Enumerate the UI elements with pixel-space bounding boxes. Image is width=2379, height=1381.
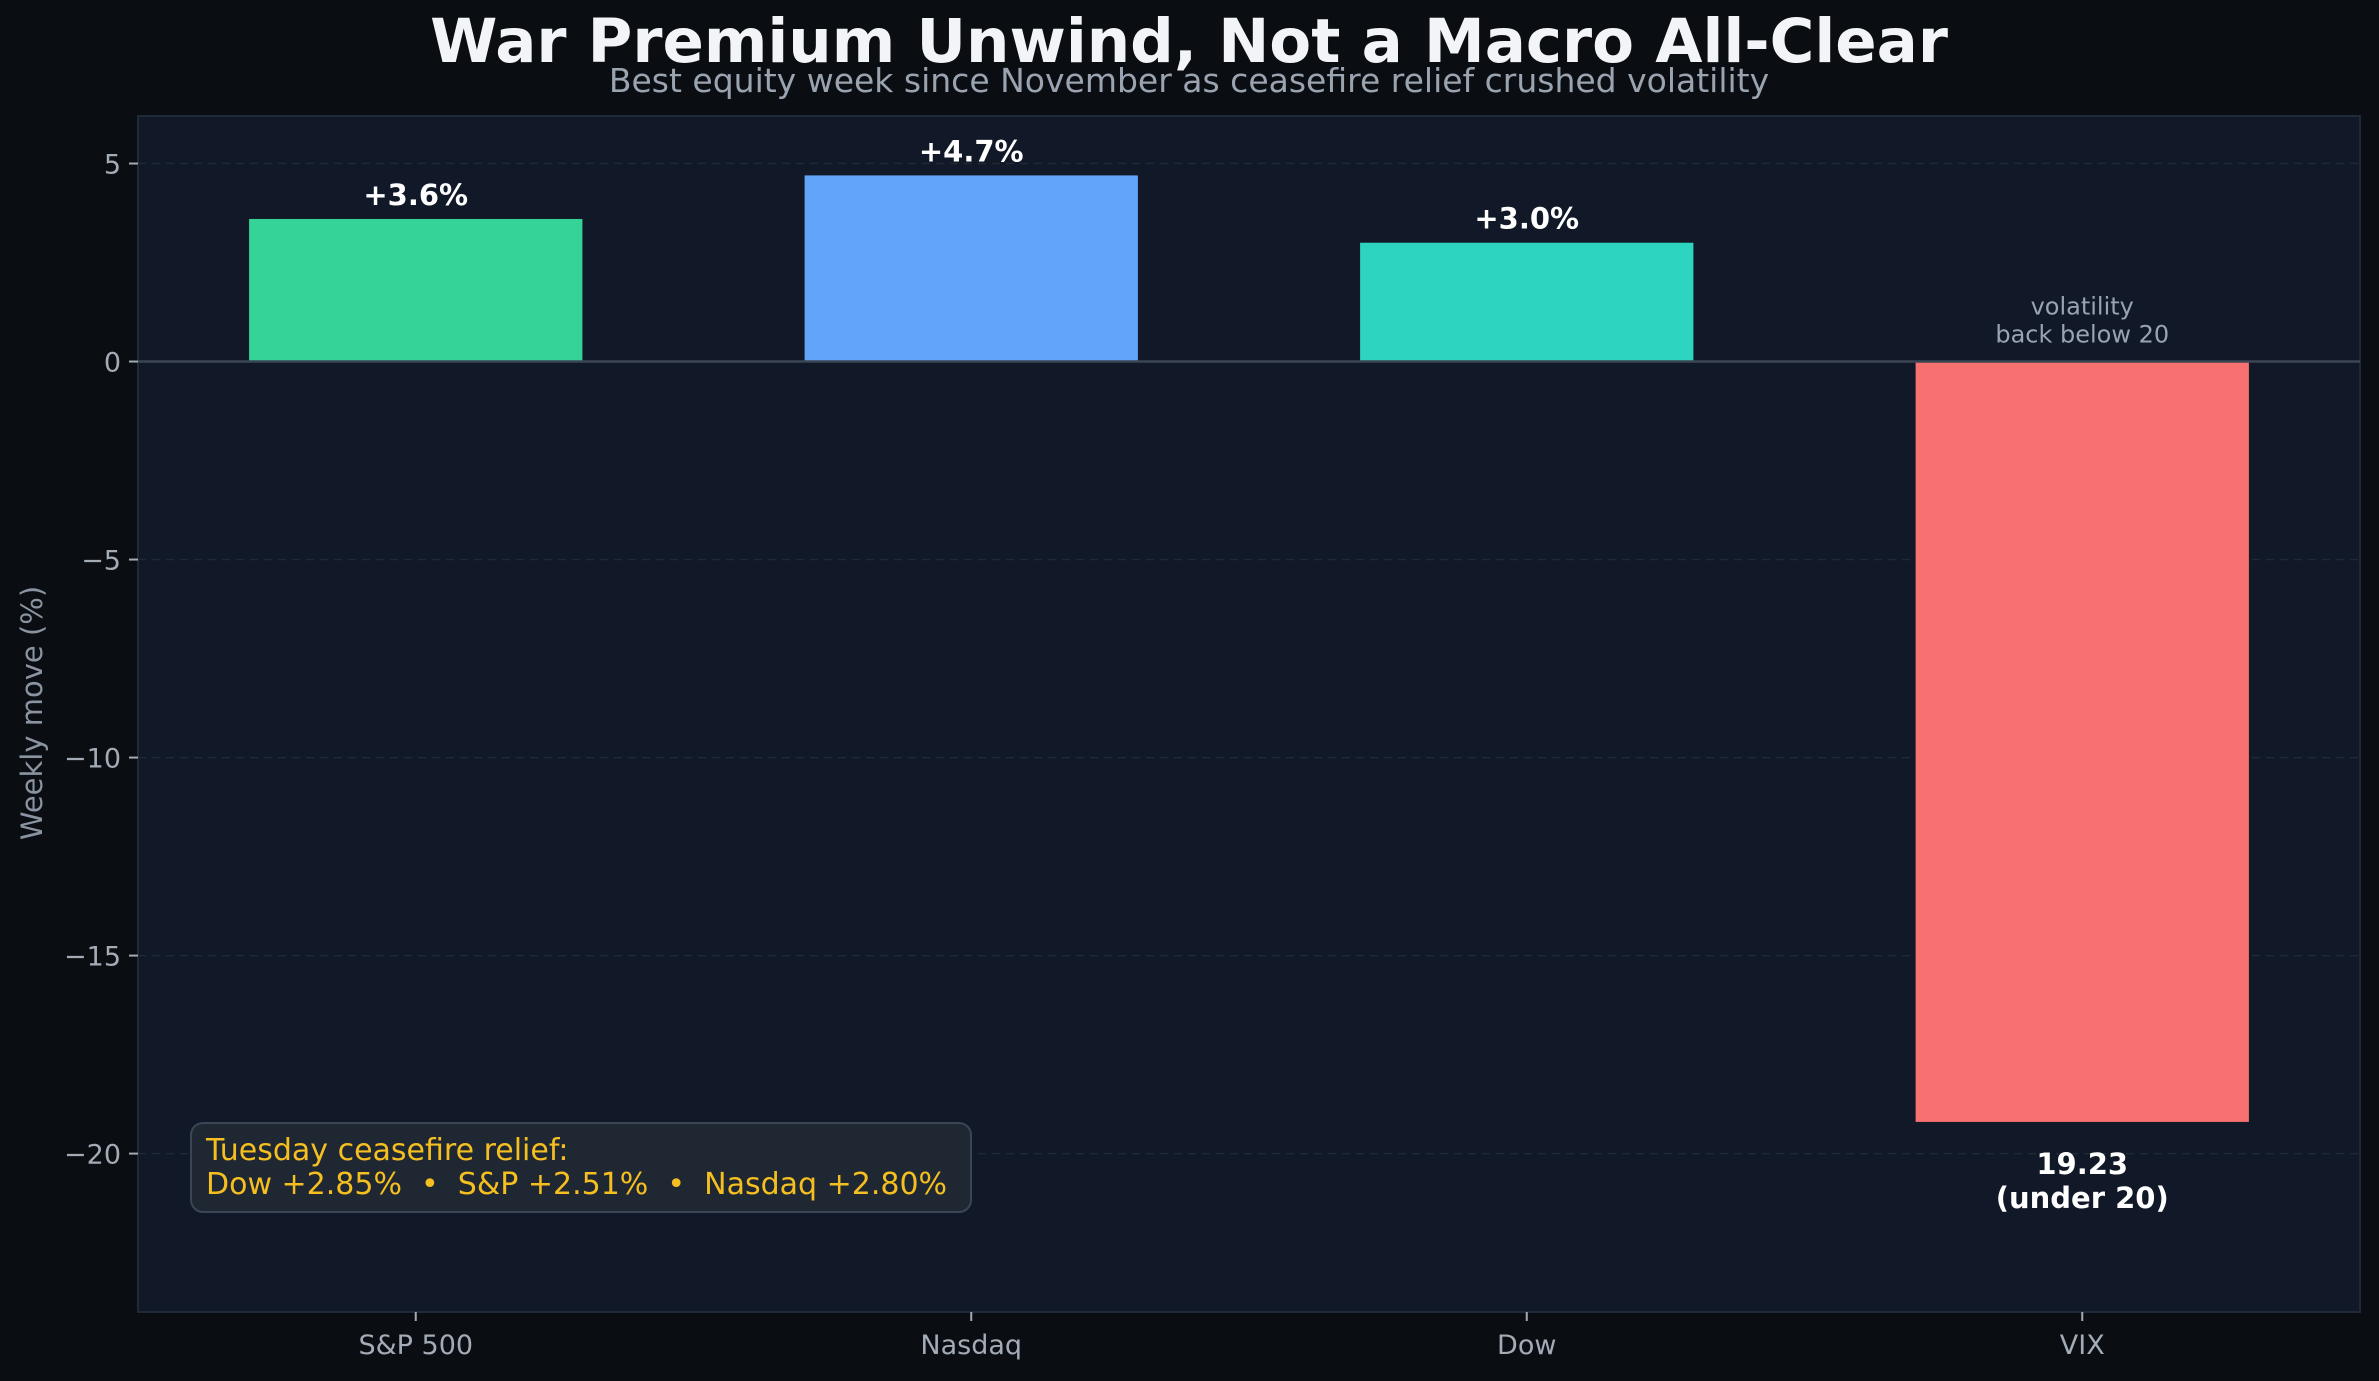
bar-vix	[1915, 361, 2249, 1122]
bar-value-label-line: +4.7%	[919, 134, 1024, 168]
bar-s-p-500	[249, 218, 583, 362]
bar-dow	[1360, 242, 1694, 362]
bar-value-label-line: (under 20)	[1996, 1181, 2169, 1215]
x-axis-ticks: S&P 500 Nasdaq Dow VIX	[358, 1312, 2105, 1361]
y-tick-label: −20	[64, 1140, 121, 1171]
y-tick-label: 0	[104, 348, 121, 379]
bar-value-label-line: +3.6%	[363, 178, 468, 212]
callout-line-2: Dow +2.85% • S&P +2.51% • Nasdaq +2.80%	[206, 1167, 947, 1202]
x-tick-label: Dow	[1497, 1330, 1556, 1361]
callout-line-1: Tuesday ceasefire relief:	[205, 1133, 568, 1168]
annotations: volatility back below 20	[1995, 293, 2169, 349]
x-tick-label: Nasdaq	[920, 1330, 1022, 1361]
bar-value-label: +3.6%	[363, 178, 468, 212]
ceasefire-callout: Tuesday ceasefire relief: Dow +2.85% • S…	[190, 1122, 972, 1213]
bar-value-labels: +3.6% +4.7% +3.0% 19.23 (under 20)	[363, 134, 2168, 1215]
annotation-volatility: volatility back below 20	[1995, 293, 2169, 349]
bar-value-label: +3.0%	[1474, 202, 1579, 236]
chart-subtitle: Best equity week since November as cease…	[609, 61, 1769, 100]
annotation-line: back below 20	[1995, 321, 2169, 349]
bar-nasdaq	[804, 175, 1138, 362]
chart-title: War Premium Unwind, Not a Macro All-Clea…	[430, 6, 1948, 77]
x-tick-label: S&P 500	[358, 1330, 473, 1361]
y-axis-label: Weekly move (%)	[15, 586, 49, 840]
bar-value-label: +4.7%	[919, 134, 1024, 168]
y-axis-ticks: 5 0 −5 −10 −15 −20	[64, 150, 138, 1171]
y-tick-label: −10	[64, 744, 121, 775]
y-tick-label: 5	[104, 150, 121, 181]
bar-value-label: 19.23 (under 20)	[1996, 1147, 2169, 1215]
annotation-line: volatility	[2031, 293, 2134, 321]
bars	[249, 175, 2249, 1122]
x-tick-label: VIX	[2060, 1330, 2105, 1361]
bar-value-label-line: +3.0%	[1474, 202, 1579, 236]
bar-value-label-line: 19.23	[2036, 1147, 2128, 1181]
y-tick-label: −5	[81, 546, 121, 577]
y-tick-label: −15	[64, 942, 121, 973]
callout-box	[190, 1122, 972, 1213]
